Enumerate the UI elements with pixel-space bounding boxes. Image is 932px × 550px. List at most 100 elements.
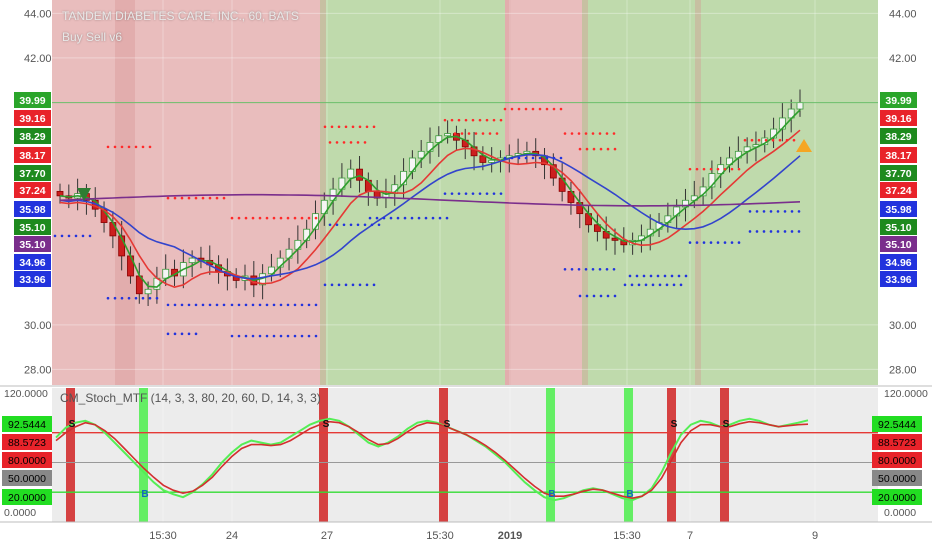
signal-label: S [323,419,330,430]
resistance-dot [578,147,582,151]
oscillator-title: CM_Stoch_MTF (14, 3, 3, 80, 20, 60, D, 1… [60,391,321,405]
resistance-dot [730,167,734,171]
resistance-dot [709,167,713,171]
resistance-dot [237,216,241,220]
candle [162,268,170,279]
support-dot [155,296,159,300]
resistance-dot [134,145,138,149]
price-label-box-left [14,128,51,144]
resistance-dot [771,138,775,142]
support-dot [293,334,297,338]
support-dot [300,334,304,338]
price-label-left: 34.96 [19,257,45,269]
resistance-dot [330,125,334,129]
osc-axis-tick-left: 0.0000 [4,507,36,519]
support-dot [679,283,683,287]
price-label: 35.98 [885,204,911,216]
resistance-dot [349,141,353,144]
candle [708,173,716,188]
support-dot [599,294,603,298]
resistance-dot [453,132,457,135]
osc-value-label-box [872,489,922,505]
support-dot [230,303,234,307]
support-dot [538,156,542,160]
support-dot [307,334,311,338]
support-dot [300,303,304,307]
regime-stripe [505,0,511,385]
time-axis-label: 9 [812,530,818,542]
osc-value-label-left: 50.0000 [8,473,46,485]
candle [796,102,804,110]
candle [347,168,355,179]
resistance-dot [485,118,489,122]
resistance-dot [127,145,131,149]
support-dot [628,274,632,278]
support-dot [187,303,191,307]
signal-stripe [319,388,328,522]
support-dot [187,332,191,336]
price-label-left: 35.98 [19,204,45,216]
support-dot [389,216,393,220]
support-dot [471,192,475,195]
price-label-box [880,147,917,163]
price-label-box-left [14,182,51,198]
support-dot [314,303,318,307]
price-label-left: 39.99 [19,95,45,107]
candle [611,237,619,241]
support-dot [642,274,646,278]
price-axis-tick-left: 28.00 [24,364,52,376]
resistance-dot [335,141,339,144]
support-dot [417,216,421,220]
resistance-dot [570,132,574,135]
price-label-left: 37.70 [19,168,45,180]
support-dot [222,303,226,307]
support-dot [180,332,184,336]
support-dot [53,234,57,238]
support-dot [445,216,449,220]
price-label-box-left [14,254,51,270]
support-dot [510,156,514,160]
osc-value-label-left: 92.5444 [8,419,46,431]
osc-value-label-box [872,452,922,468]
support-dot [649,274,653,278]
resistance-dot [272,216,276,220]
support-dot [656,274,660,278]
time-axis-label: 27 [321,530,333,542]
price-label: 37.24 [885,185,911,197]
resistance-dot [531,107,535,111]
support-dot [265,303,269,307]
candle [593,224,601,232]
support-dot [258,303,262,307]
support-dot [141,296,145,300]
support-dot [251,303,255,307]
resistance-dot [750,138,754,142]
resistance-dot [258,216,262,220]
support-dot [578,294,582,298]
resistance-dot [222,196,226,200]
support-dot [166,332,170,336]
resistance-dot [372,125,376,129]
support-dot [173,332,177,336]
osc-axis-tick: 0.0000 [884,507,916,519]
support-dot [106,296,110,300]
support-dot [709,241,713,244]
support-dot [215,303,219,307]
resistance-dot [577,132,581,135]
support-dot [450,192,454,195]
price-label-box [880,271,917,287]
price-label-box [880,110,917,126]
support-dot [478,192,482,195]
support-dot [148,296,152,300]
resistance-dot [545,107,549,111]
oscillator-pane [52,388,878,522]
red-ma-line [59,129,801,288]
support-dot [286,334,290,338]
time-axis-label: 2019 [498,530,522,542]
price-label-left: 38.29 [19,131,45,143]
resistance-dot [293,216,297,220]
support-dot [358,283,362,287]
sell-triangle-marker [77,188,91,201]
regime-band [582,0,695,385]
signal-stripe [546,388,555,522]
support-dot [279,303,283,307]
